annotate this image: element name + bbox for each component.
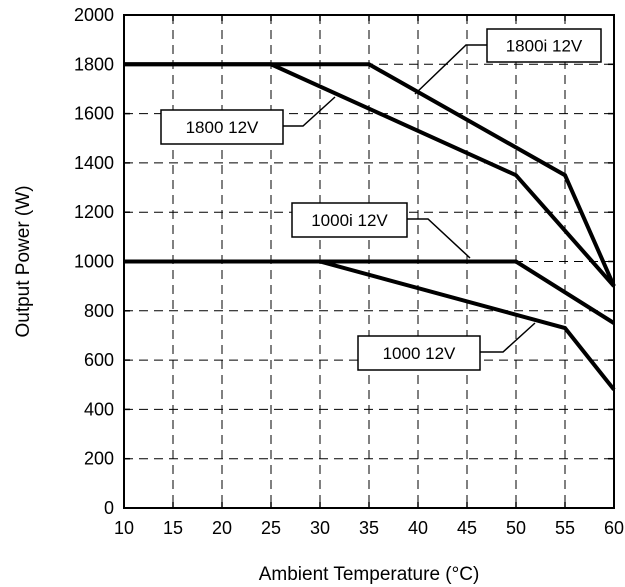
callout-label: 1000 12V bbox=[383, 344, 456, 363]
y-tick-label: 0 bbox=[104, 498, 114, 518]
tick-labels: 10 15 20 25 30 35 40 45 50 55 60020040060080010001… bbox=[74, 5, 624, 538]
x-axis-label: Ambient Temperature (°C) bbox=[259, 564, 480, 585]
x-tick-label: 45 bbox=[457, 518, 477, 538]
y-tick-label: 200 bbox=[84, 449, 114, 469]
y-tick-label: 2000 bbox=[74, 5, 114, 25]
x-tick-label: 55 bbox=[555, 518, 575, 538]
callout-box bbox=[357, 335, 481, 371]
series-line-4 bbox=[124, 259, 616, 391]
y-tick-label: 1600 bbox=[74, 104, 114, 124]
callout-leader bbox=[414, 44, 487, 95]
y-tick-label: 600 bbox=[84, 350, 114, 370]
y-tick-label: 1800 bbox=[74, 54, 114, 74]
x-tick-label: 15 bbox=[163, 518, 183, 538]
callout-label: 1800 12V bbox=[186, 118, 259, 137]
x-tick-label: 35 bbox=[359, 518, 379, 538]
callout-leader bbox=[480, 322, 536, 353]
callouts: 1800i 12V 1800 12V 1000i 12V 1000 12V bbox=[160, 28, 602, 371]
x-tick-label: 20 bbox=[212, 518, 232, 538]
x-tick-label: 25 bbox=[261, 518, 281, 538]
series-lines bbox=[124, 62, 616, 391]
y-tick-label: 1400 bbox=[74, 153, 114, 173]
callout-box bbox=[291, 202, 408, 238]
x-tick-label: 60 bbox=[604, 518, 624, 538]
y-tick-label: 1000 bbox=[74, 252, 114, 272]
callout-box bbox=[160, 109, 284, 145]
y-tick-label: 400 bbox=[84, 399, 114, 419]
y-tick-label: 800 bbox=[84, 301, 114, 321]
x-tick-label: 10 bbox=[114, 518, 134, 538]
callout-leader bbox=[407, 218, 471, 259]
x-tick-label: 50 bbox=[506, 518, 526, 538]
callout-label: 1800i 12V bbox=[506, 37, 583, 56]
series-line-2 bbox=[124, 62, 616, 288]
plot-frame bbox=[123, 14, 615, 509]
y-axis-label: Output Power (W) bbox=[13, 185, 34, 337]
callout-box bbox=[486, 28, 602, 63]
y-tick-label: 1200 bbox=[74, 202, 114, 222]
callout-leader bbox=[283, 96, 336, 127]
x-tick-label: 30 bbox=[310, 518, 330, 538]
callout-label: 1000i 12V bbox=[311, 211, 388, 230]
x-tick-label: 40 bbox=[408, 518, 428, 538]
